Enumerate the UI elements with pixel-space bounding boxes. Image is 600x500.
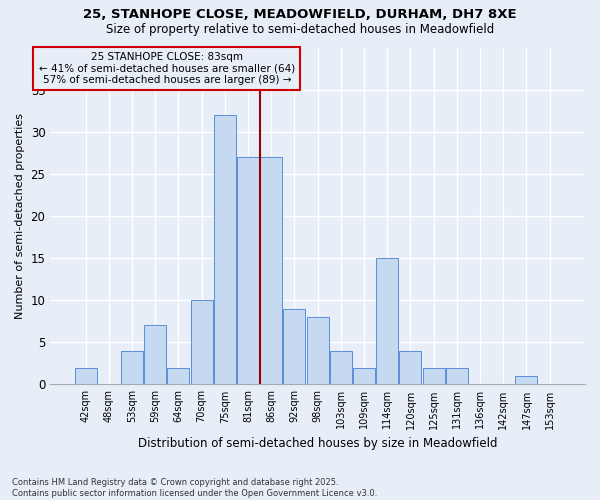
Bar xyxy=(376,258,398,384)
Bar xyxy=(400,350,421,384)
Text: Contains HM Land Registry data © Crown copyright and database right 2025.
Contai: Contains HM Land Registry data © Crown c… xyxy=(12,478,377,498)
Bar xyxy=(330,350,352,384)
Text: Size of property relative to semi-detached houses in Meadowfield: Size of property relative to semi-detach… xyxy=(106,22,494,36)
Bar xyxy=(237,157,259,384)
Bar xyxy=(74,368,97,384)
Bar xyxy=(283,308,305,384)
Bar xyxy=(260,157,282,384)
Bar xyxy=(167,368,190,384)
Bar xyxy=(422,368,445,384)
Bar xyxy=(121,350,143,384)
Bar xyxy=(446,368,468,384)
Text: 25, STANHOPE CLOSE, MEADOWFIELD, DURHAM, DH7 8XE: 25, STANHOPE CLOSE, MEADOWFIELD, DURHAM,… xyxy=(83,8,517,20)
Bar xyxy=(353,368,375,384)
Y-axis label: Number of semi-detached properties: Number of semi-detached properties xyxy=(15,113,25,319)
Bar xyxy=(515,376,538,384)
Bar xyxy=(191,300,212,384)
Bar xyxy=(307,317,329,384)
Bar xyxy=(214,115,236,384)
Text: 25 STANHOPE CLOSE: 83sqm
← 41% of semi-detached houses are smaller (64)
57% of s: 25 STANHOPE CLOSE: 83sqm ← 41% of semi-d… xyxy=(39,52,295,85)
Bar xyxy=(144,326,166,384)
X-axis label: Distribution of semi-detached houses by size in Meadowfield: Distribution of semi-detached houses by … xyxy=(138,437,497,450)
